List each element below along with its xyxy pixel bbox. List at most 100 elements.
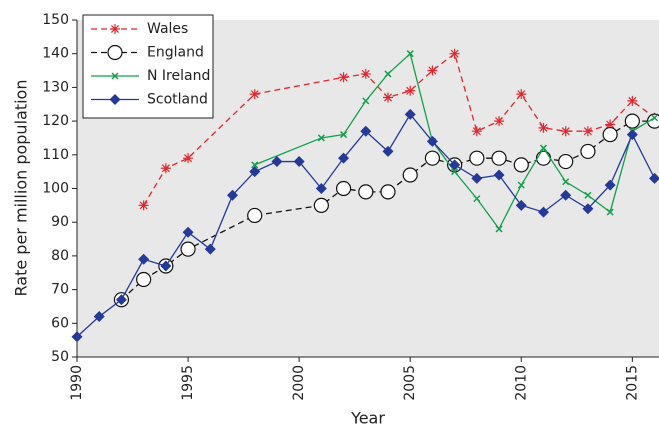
y-tick-label: 60 [51,315,69,331]
point [271,156,283,168]
point [451,168,459,176]
point-shape [111,72,119,80]
legend-label: Scotland [147,92,208,108]
x-tick-label: 2010 [513,365,529,401]
point-shape [491,150,507,166]
point-shape [538,122,549,133]
point [602,126,618,143]
legend-label: England [147,45,204,61]
point-shape [138,200,149,211]
point [338,152,350,164]
point [424,150,441,166]
point [516,89,527,100]
point [426,135,438,147]
point [651,114,659,122]
point [204,243,216,255]
point [449,48,460,59]
point-shape [115,294,127,306]
point-shape [580,143,596,160]
legend-marker [111,72,119,80]
point-shape [380,184,396,200]
point [380,184,396,200]
point-shape [517,181,525,189]
point-shape [160,260,172,272]
y-tick-label: 70 [51,282,69,298]
x-tick-label: 1990 [69,365,85,401]
point [340,131,348,139]
point [160,260,172,272]
point-shape [405,85,416,96]
point [493,169,505,181]
point [183,153,194,164]
point [604,179,616,191]
y-tick-label: 110 [42,147,69,163]
point [384,70,392,78]
point [362,97,370,105]
point [582,126,593,137]
point-shape [71,331,83,343]
point-shape [247,207,263,224]
point [562,178,570,186]
point-shape [539,144,548,152]
legend-box [82,14,214,119]
legend-label: Wales [147,21,188,37]
x-tick-label: 2000 [291,365,307,401]
point [226,189,238,201]
point-shape [110,24,120,34]
point [513,157,529,173]
point [160,163,171,174]
point-shape [605,119,616,130]
legend-marker [107,44,123,61]
point-shape [406,50,414,58]
point [402,167,418,183]
point-shape [451,168,459,176]
point-shape [646,113,659,129]
point-shape [317,134,325,142]
x-axis-title: Year [350,409,385,428]
point [360,68,371,79]
point [249,166,261,178]
point [515,199,527,211]
point-shape [649,172,659,184]
point [584,191,592,199]
point [491,150,507,166]
point-shape [182,226,194,238]
point-shape [360,68,371,79]
point [405,85,416,96]
point-shape [340,131,348,139]
point [247,207,263,224]
x-tick-label: 2015 [624,365,640,401]
point [93,311,105,323]
point-shape [382,92,393,103]
point [580,143,596,160]
point-shape [449,159,461,171]
y-axis-title: Rate per million population [12,80,31,297]
point [473,195,481,203]
point-shape [582,126,593,137]
point-shape [271,156,283,168]
point [626,129,638,141]
legend-marker [110,24,120,34]
point [182,226,194,238]
point [180,241,196,257]
point-shape [604,179,616,191]
x-tick-label: 1995 [180,365,196,401]
point-shape [360,125,372,137]
point [494,116,505,127]
point [406,50,414,58]
point-shape [136,271,152,288]
y-tick-label: 120 [42,113,69,129]
point-shape [651,114,659,122]
point [582,203,594,215]
point-shape [107,44,123,61]
legend-marker [109,94,121,105]
point [449,159,461,171]
point-shape [313,197,329,213]
point [605,119,616,130]
point [382,145,394,157]
point-shape [183,153,194,164]
point-shape [382,145,394,157]
point-shape [315,183,327,194]
point [560,189,572,201]
point [382,92,393,103]
